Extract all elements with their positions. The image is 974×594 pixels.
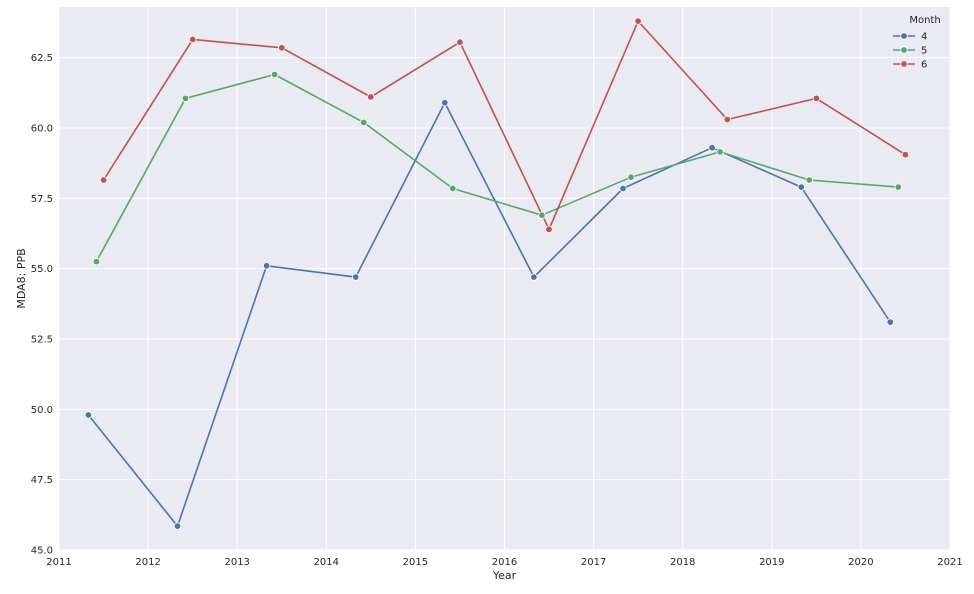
data-point-month-4 xyxy=(262,262,271,270)
legend-items: 4 5 6 xyxy=(893,32,927,71)
y-tick-label: 57.5 xyxy=(31,194,53,205)
grid xyxy=(58,7,951,551)
series-line-month-5 xyxy=(95,73,899,262)
data-point-month-5 xyxy=(716,148,724,156)
x-axis-label: Year xyxy=(492,569,517,582)
legend-marker-month-4 xyxy=(900,32,908,40)
x-tick-label: 2011 xyxy=(46,557,71,568)
x-tick-label: 2015 xyxy=(403,557,428,568)
data-point-month-5 xyxy=(92,257,101,266)
legend-label-month-5: 5 xyxy=(921,46,927,57)
tick-labels: 2011 2012 2013 2014 2015 2016 2017 2018 2019 2020… xyxy=(31,53,963,568)
data-point-month-5 xyxy=(360,118,368,127)
data-point-month-6 xyxy=(723,115,731,124)
series-line-month-4 xyxy=(87,101,891,527)
data-point-month-4 xyxy=(441,98,449,107)
x-tick-label: 2013 xyxy=(224,557,249,568)
series-line-month-6 xyxy=(102,20,906,231)
y-tick-label: 62.5 xyxy=(31,53,53,64)
data-point-month-6 xyxy=(99,176,108,184)
legend-marker-month-5 xyxy=(900,46,908,54)
data-point-month-6 xyxy=(456,38,464,46)
x-tick-label: 2019 xyxy=(759,557,784,568)
x-tick-label: 2016 xyxy=(492,557,517,568)
y-tick-label: 45.0 xyxy=(31,546,53,557)
data-point-month-6 xyxy=(901,150,910,159)
data-point-month-4 xyxy=(797,183,805,191)
series-markers xyxy=(84,17,910,530)
y-tick-label: 60.0 xyxy=(31,123,53,134)
data-point-month-4 xyxy=(352,273,360,281)
y-tick-label: 55.0 xyxy=(31,264,53,275)
data-point-month-4 xyxy=(886,318,894,326)
x-tick-label: 2021 xyxy=(937,557,962,568)
data-point-month-6 xyxy=(188,35,197,44)
legend-label-month-6: 6 xyxy=(921,60,927,71)
data-point-month-6 xyxy=(634,17,642,25)
data-point-month-5 xyxy=(538,211,546,219)
data-point-month-5 xyxy=(449,184,457,193)
data-point-month-6 xyxy=(545,225,553,233)
data-point-month-5 xyxy=(627,173,635,181)
data-point-month-5 xyxy=(270,70,279,79)
y-tick-label: 50.0 xyxy=(31,405,53,416)
legend-title: Month xyxy=(909,15,940,26)
legend: Month 4 5 6 xyxy=(893,15,941,71)
data-point-month-4 xyxy=(530,273,538,281)
data-point-month-4 xyxy=(619,184,627,193)
data-point-month-4 xyxy=(84,411,93,419)
data-point-month-6 xyxy=(278,44,286,52)
legend-marker-month-6 xyxy=(900,60,908,68)
x-tick-label: 2020 xyxy=(848,557,873,568)
x-tick-label: 2014 xyxy=(314,557,339,568)
y-tick-label: 52.5 xyxy=(31,334,53,345)
data-point-month-5 xyxy=(805,176,813,184)
data-point-month-6 xyxy=(812,94,821,103)
data-point-month-5 xyxy=(894,183,902,191)
legend-label-month-4: 4 xyxy=(921,32,927,43)
series-lines xyxy=(87,20,906,527)
y-axis-label: MDA8: PPB xyxy=(15,248,28,308)
x-tick-label: 2012 xyxy=(135,557,160,568)
data-point-month-6 xyxy=(367,93,375,101)
x-tick-label: 2018 xyxy=(670,557,695,568)
y-tick-label: 47.5 xyxy=(31,475,53,486)
data-point-month-5 xyxy=(181,94,190,103)
x-tick-label: 2017 xyxy=(581,557,606,568)
data-point-month-4 xyxy=(708,143,716,152)
data-point-month-4 xyxy=(173,522,182,530)
